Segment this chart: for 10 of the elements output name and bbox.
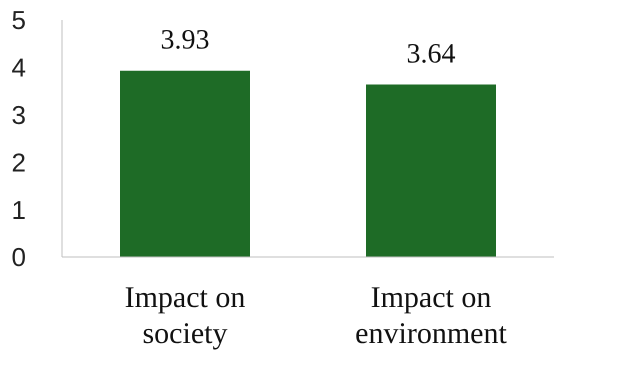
- data-label: 3.93: [160, 24, 210, 56]
- y-tick-label: 1: [12, 194, 26, 225]
- y-tick-label: 4: [12, 52, 26, 83]
- y-tick-label: 3: [12, 100, 26, 130]
- data-label: 3.64: [406, 38, 456, 70]
- y-tick-label: 2: [12, 147, 26, 178]
- x-tick-label: Impact on society: [124, 281, 246, 350]
- x-tick-label: Impact on environment: [355, 281, 508, 350]
- y-tick-label: 0: [12, 242, 26, 272]
- y-tick-label: 5: [12, 5, 26, 36]
